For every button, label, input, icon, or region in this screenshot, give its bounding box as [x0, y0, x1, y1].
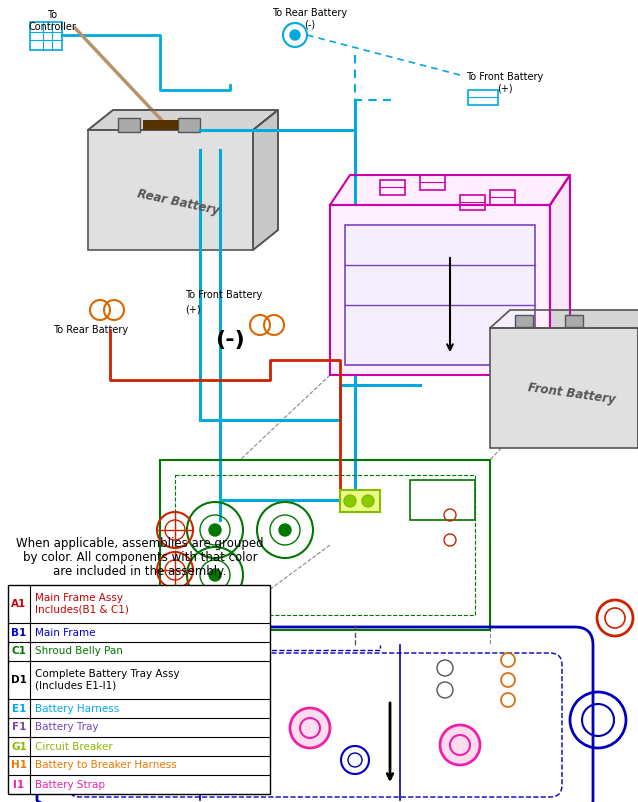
Bar — [330, 205, 550, 375]
Text: Complete Battery Tray Assy
(Includes E1-I1): Complete Battery Tray Assy (Includes E1-… — [35, 669, 180, 691]
Polygon shape — [550, 175, 570, 375]
Bar — [460, 195, 485, 210]
Text: C1: C1 — [11, 646, 26, 657]
Text: Battery Strap: Battery Strap — [35, 780, 105, 789]
Bar — [565, 315, 583, 327]
Circle shape — [209, 524, 221, 536]
Text: (+): (+) — [185, 305, 200, 315]
Polygon shape — [490, 310, 638, 328]
Bar — [340, 490, 380, 512]
Text: Battery Harness: Battery Harness — [35, 703, 119, 714]
Text: To Front Battery
(+): To Front Battery (+) — [466, 72, 544, 94]
Circle shape — [290, 30, 300, 40]
Polygon shape — [330, 175, 570, 205]
Text: B1: B1 — [11, 627, 27, 638]
Text: Rear Battery: Rear Battery — [137, 187, 221, 217]
Text: To Rear Battery: To Rear Battery — [53, 325, 128, 335]
Bar — [345, 225, 535, 365]
Text: E1: E1 — [12, 703, 26, 714]
Text: (-): (-) — [215, 330, 245, 350]
Text: are included in the assembly.: are included in the assembly. — [54, 565, 226, 578]
Circle shape — [209, 569, 221, 581]
Circle shape — [290, 708, 330, 748]
Text: Circuit Breaker: Circuit Breaker — [35, 742, 113, 751]
Circle shape — [279, 524, 291, 536]
Bar — [515, 315, 533, 327]
Bar — [420, 175, 445, 190]
Bar — [143, 120, 178, 130]
Circle shape — [362, 495, 374, 507]
Bar — [8, 585, 270, 794]
Circle shape — [344, 495, 356, 507]
Text: Front Battery: Front Battery — [527, 382, 616, 407]
Text: I1: I1 — [13, 780, 24, 789]
Text: by color. All components with that color: by color. All components with that color — [23, 551, 257, 564]
Text: To Rear Battery
(-): To Rear Battery (-) — [272, 8, 348, 30]
Text: When applicable, assemblies are grouped: When applicable, assemblies are grouped — [16, 537, 263, 550]
Text: Main Frame Assy
Includes(B1 & C1): Main Frame Assy Includes(B1 & C1) — [35, 593, 129, 615]
Bar — [410, 480, 475, 520]
Bar — [30, 22, 62, 50]
Text: Main Frame: Main Frame — [35, 627, 96, 638]
Text: To
Controller: To Controller — [28, 10, 76, 31]
Bar — [380, 180, 405, 195]
Bar — [178, 118, 200, 132]
Text: H1: H1 — [11, 760, 27, 771]
Bar — [118, 118, 140, 132]
Text: Shroud Belly Pan: Shroud Belly Pan — [35, 646, 123, 657]
Polygon shape — [253, 110, 278, 250]
Text: To Front Battery: To Front Battery — [185, 290, 262, 300]
Bar — [490, 328, 638, 448]
Text: Battery to Breaker Harness: Battery to Breaker Harness — [35, 760, 177, 771]
Polygon shape — [88, 110, 278, 130]
Text: D1: D1 — [11, 675, 27, 685]
Bar — [468, 90, 498, 105]
Text: G1: G1 — [11, 742, 27, 751]
Bar — [175, 475, 475, 615]
Text: A1: A1 — [11, 599, 27, 609]
Text: F1: F1 — [12, 723, 26, 732]
Bar — [160, 460, 490, 630]
Text: Battery Tray: Battery Tray — [35, 723, 98, 732]
Circle shape — [440, 725, 480, 765]
Bar — [490, 190, 515, 205]
Bar — [88, 130, 253, 250]
